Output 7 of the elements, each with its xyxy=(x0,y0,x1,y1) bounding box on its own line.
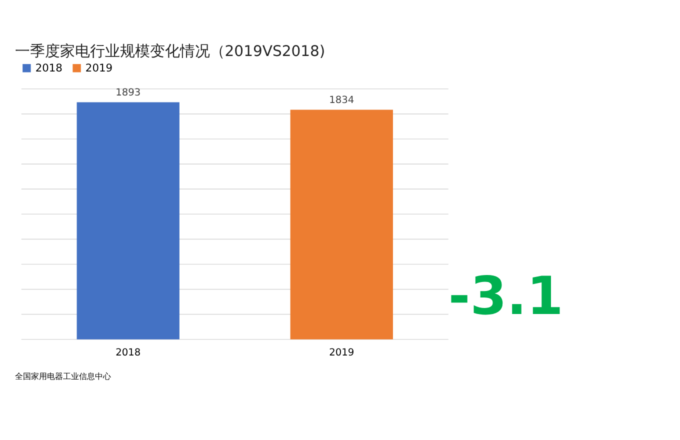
data-label: 1834 xyxy=(329,95,354,106)
legend-label: 2018 xyxy=(35,61,63,74)
data-label: 1893 xyxy=(116,88,141,99)
legend-label: 2019 xyxy=(85,61,113,74)
text: 全国家用电器工业信息中心 xyxy=(14,370,111,381)
annotation: -3.1 xyxy=(448,266,564,327)
chart-title: 一季度家电行业规模变化情况（2019VS2018) xyxy=(14,43,326,60)
